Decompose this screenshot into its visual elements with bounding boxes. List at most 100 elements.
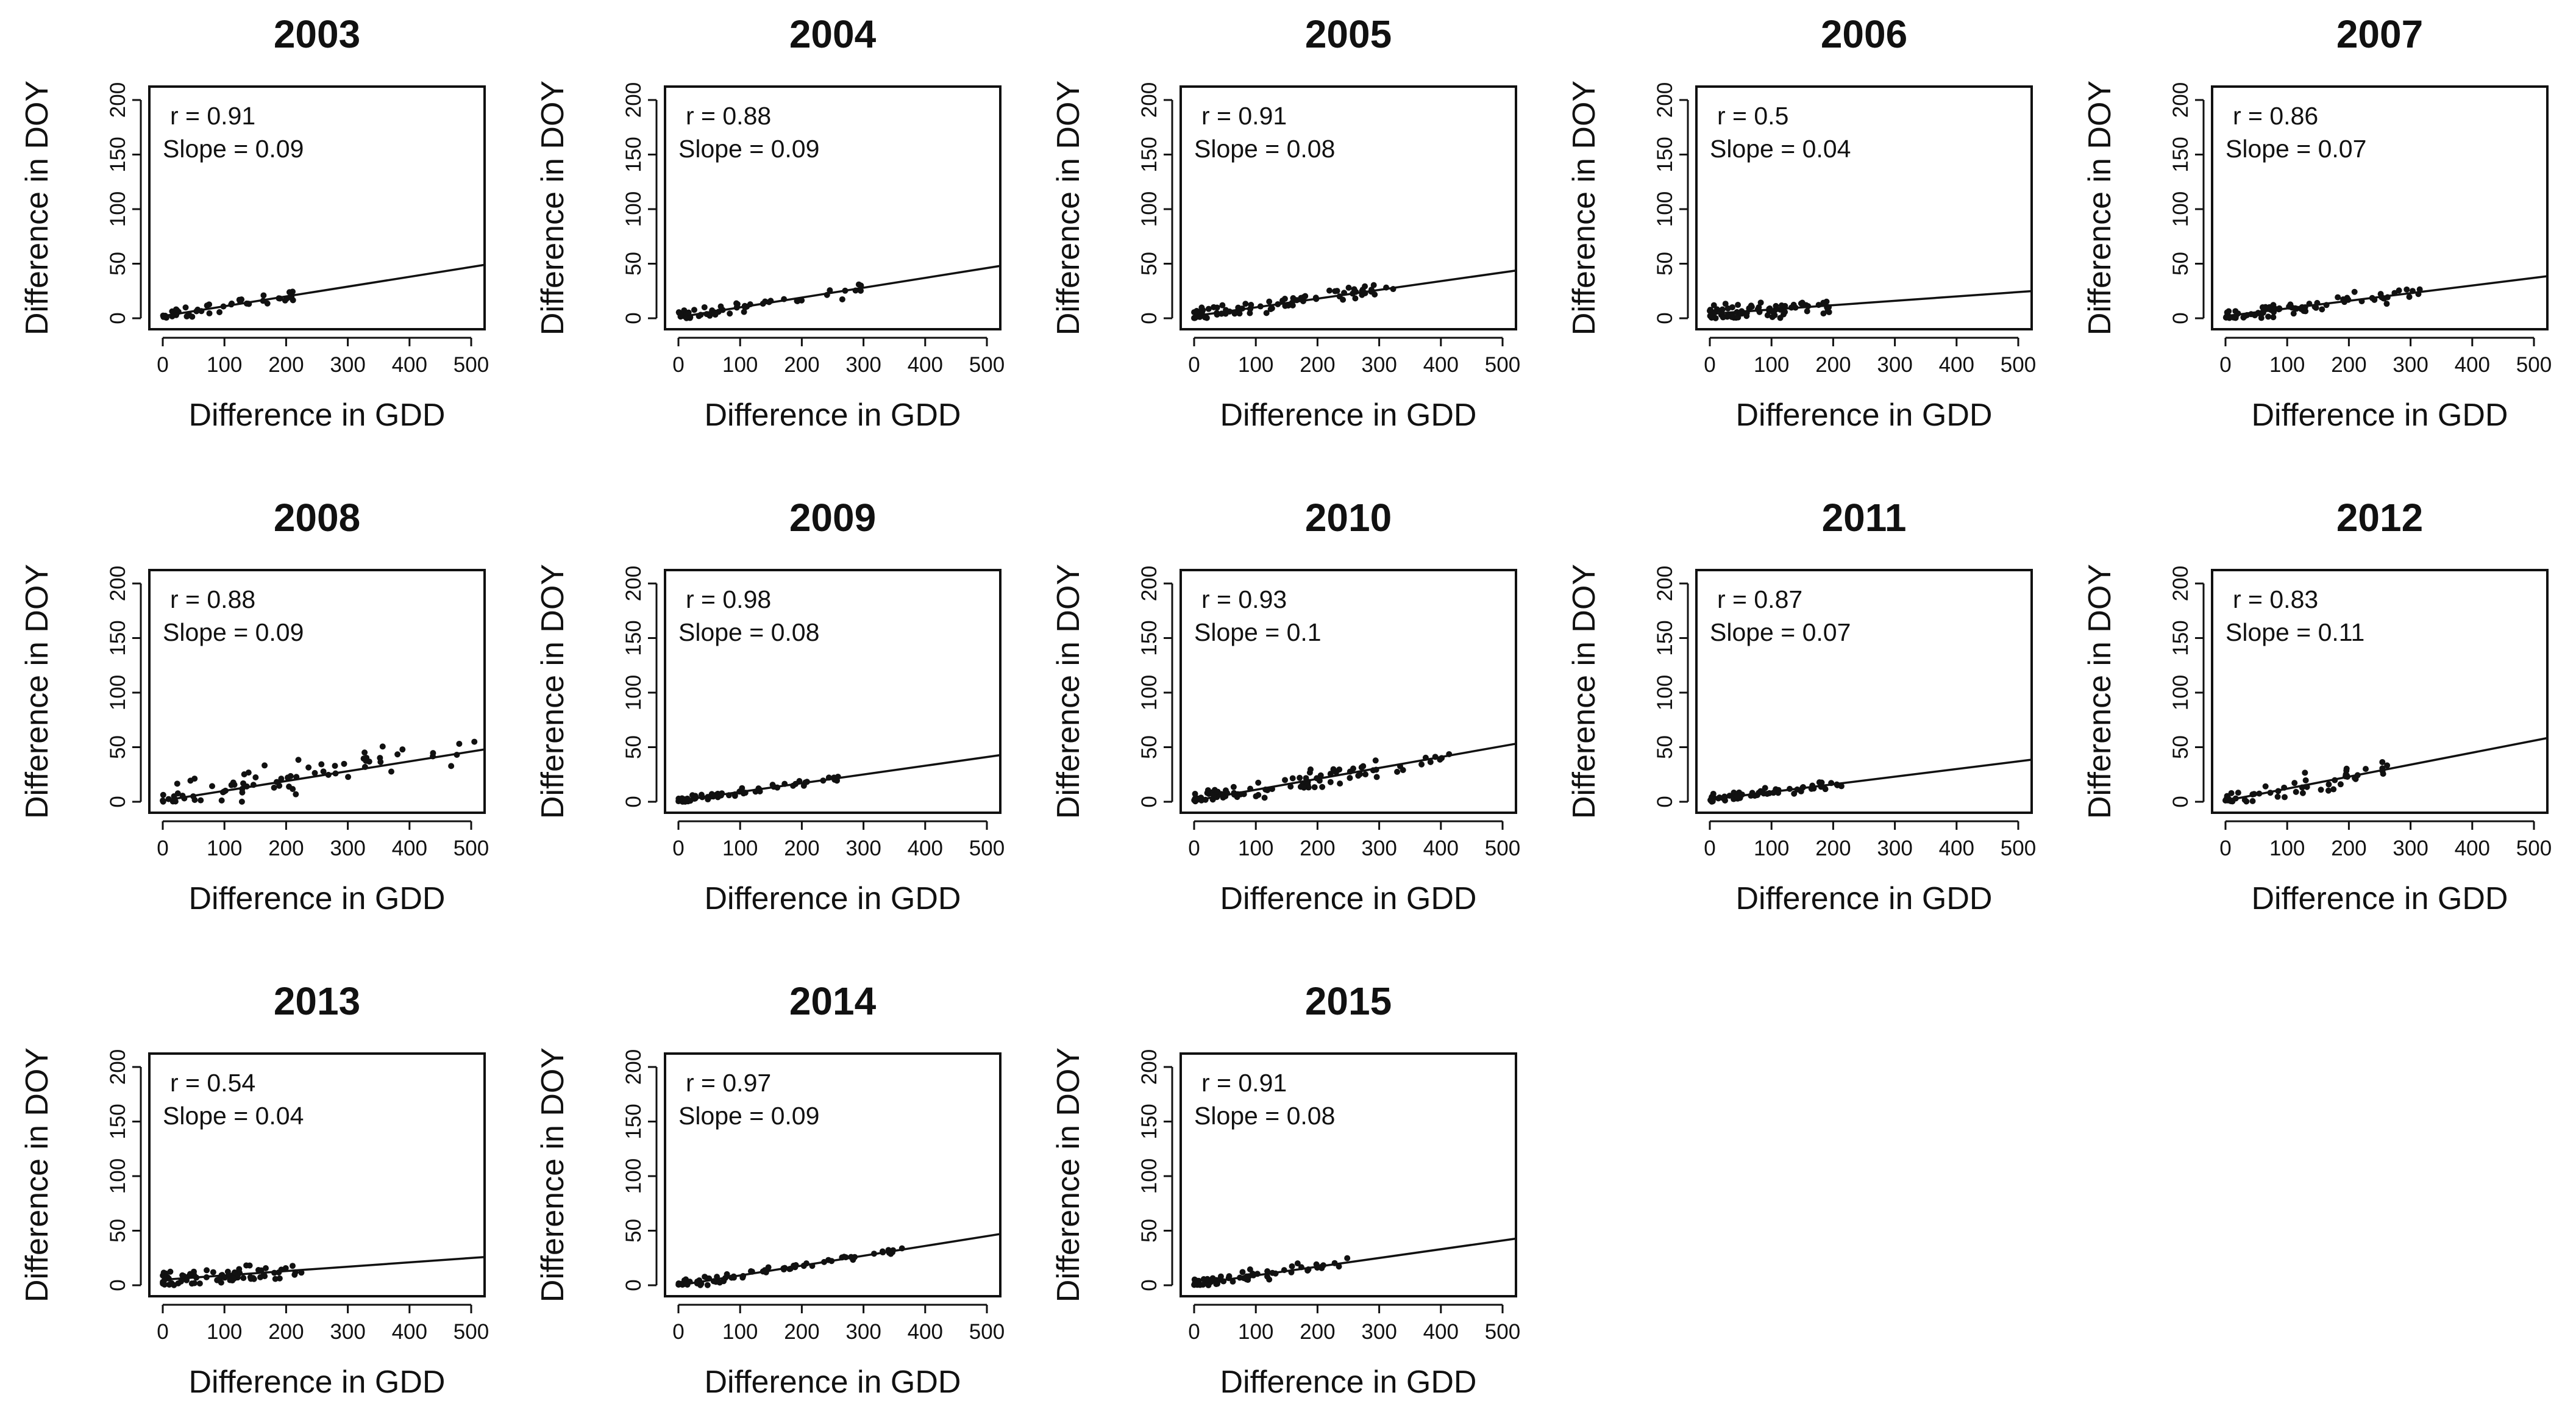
data-point — [820, 777, 827, 784]
y-tick-label: 0 — [1653, 796, 1677, 807]
y-tick-label: 100 — [2169, 675, 2193, 710]
data-point — [1824, 307, 1831, 313]
data-point — [183, 1277, 190, 1283]
x-tick-label: 300 — [1361, 837, 1397, 860]
x-tick-label: 500 — [454, 1320, 489, 1344]
y-tick-label: 150 — [106, 137, 130, 172]
data-point — [160, 791, 166, 798]
data-point — [2344, 772, 2350, 779]
data-point — [828, 1258, 835, 1265]
data-point — [182, 304, 189, 311]
slope-label: Slope = 0.09 — [163, 618, 304, 646]
y-tick-label: 50 — [1137, 735, 1161, 759]
data-point — [1298, 1264, 1304, 1271]
x-tick-label: 100 — [2269, 837, 2305, 860]
x-tick-label: 100 — [207, 1320, 242, 1344]
data-point — [1735, 302, 1742, 309]
data-point — [1289, 775, 1296, 782]
data-point — [2249, 797, 2256, 804]
y-axis-label: Difference in DOY — [1051, 564, 1086, 819]
data-point — [240, 1275, 247, 1282]
data-point — [1275, 301, 1281, 308]
x-axis-label: Difference in GDD — [705, 881, 961, 916]
panel-2012: 2012 0 100 200 300 400 500 0 50 100 150 200 Differen… — [2082, 496, 2552, 916]
x-axis-label: Difference in GDD — [1736, 398, 1993, 433]
data-point — [1199, 309, 1206, 315]
plot-frame — [1179, 569, 1517, 814]
x-tick-label: 400 — [392, 353, 427, 377]
y-tick-label: 100 — [622, 675, 646, 710]
x-tick-label: 200 — [268, 353, 304, 377]
y-tick-label: 100 — [1653, 191, 1677, 227]
x-tick-label: 300 — [1361, 353, 1397, 377]
y-tick-label: 50 — [2169, 735, 2193, 759]
data-point — [2293, 788, 2299, 795]
data-point — [682, 798, 689, 805]
data-point — [179, 793, 186, 799]
data-point — [1446, 751, 1453, 757]
y-tick-label: 200 — [1137, 82, 1161, 118]
data-point — [683, 1280, 690, 1287]
regression-line — [162, 748, 485, 802]
panel-title: 2007 — [2336, 12, 2423, 56]
data-point — [1218, 791, 1225, 797]
data-point — [1229, 1278, 1236, 1285]
x-tick-label: 0 — [1188, 353, 1200, 377]
data-point — [675, 1281, 682, 1288]
data-point — [2325, 787, 2332, 794]
data-point — [1791, 790, 1798, 797]
data-point — [2299, 790, 2306, 796]
data-point — [236, 1266, 243, 1272]
data-point — [221, 1274, 228, 1281]
data-point — [1724, 313, 1731, 319]
data-point — [262, 762, 268, 769]
slope-label: Slope = 0.07 — [2226, 135, 2366, 163]
data-point — [318, 761, 325, 768]
data-point — [246, 1262, 253, 1269]
plot-frame — [664, 85, 1002, 330]
data-point — [731, 791, 738, 797]
data-point — [842, 1254, 849, 1261]
x-tick-label: 200 — [268, 1320, 304, 1344]
y-tick-label: 150 — [1137, 137, 1161, 172]
data-point — [1288, 1269, 1295, 1276]
data-point — [2306, 301, 2313, 307]
y-tick-label: 100 — [1137, 191, 1161, 227]
data-point — [206, 310, 213, 316]
data-point — [2260, 309, 2266, 315]
data-point — [1224, 790, 1231, 796]
x-tick-label: 0 — [1704, 353, 1715, 377]
data-point — [1344, 1255, 1351, 1261]
data-point — [1208, 1278, 1214, 1285]
data-point — [1247, 310, 1253, 316]
y-tick-label: 200 — [1137, 566, 1161, 601]
y-tick-label: 0 — [106, 1279, 130, 1291]
y-tick-label: 200 — [622, 82, 646, 118]
data-point — [1370, 282, 1377, 288]
plot-frame — [1179, 85, 1517, 330]
panel-title: 2009 — [789, 496, 876, 540]
data-point — [1311, 784, 1318, 791]
data-point — [1219, 302, 1226, 309]
data-point — [2291, 780, 2298, 787]
data-point — [1289, 302, 1296, 309]
x-tick-label: 0 — [1188, 837, 1200, 860]
x-tick-label: 200 — [1815, 353, 1851, 377]
r-value-label: r = 0.98 — [686, 585, 771, 613]
data-point — [2343, 765, 2350, 772]
data-point — [2332, 777, 2338, 783]
data-point — [241, 771, 247, 777]
data-point — [699, 794, 706, 801]
data-point — [240, 780, 247, 787]
panel-title: 2004 — [789, 12, 877, 56]
data-point — [1290, 295, 1297, 302]
data-point — [1336, 293, 1343, 300]
data-point — [1205, 305, 1212, 312]
r-value-label: r = 0.91 — [170, 102, 255, 130]
data-point — [1372, 291, 1378, 298]
y-tick-label: 200 — [622, 1049, 646, 1085]
x-tick-label: 0 — [157, 1320, 168, 1344]
data-point — [1327, 779, 1334, 785]
data-point — [2258, 315, 2265, 321]
data-point — [1266, 298, 1273, 305]
